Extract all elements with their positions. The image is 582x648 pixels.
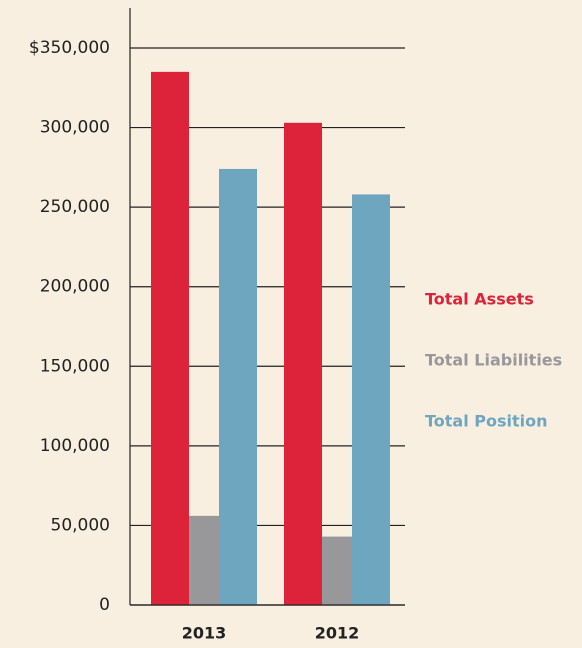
legend-label: Total Liabilities <box>425 351 562 370</box>
y-tick-label: 150,000 <box>40 356 110 376</box>
bar <box>322 536 352 605</box>
y-tick-label: 100,000 <box>40 436 110 456</box>
y-tick-label: 50,000 <box>51 515 110 535</box>
bar <box>352 194 390 605</box>
x-tick-label: 2013 <box>182 624 227 643</box>
bar <box>189 515 219 605</box>
bar <box>151 71 189 605</box>
x-tick-label: 2012 <box>315 624 360 643</box>
y-tick-label: 300,000 <box>40 118 110 138</box>
y-tick-label: $350,000 <box>29 38 110 58</box>
bar <box>219 168 257 605</box>
y-tick-label: 200,000 <box>40 277 110 297</box>
bar <box>284 122 322 605</box>
legend-label: Total Position <box>425 412 548 431</box>
y-tick-label: 0 <box>99 595 110 615</box>
legend-label: Total Assets <box>425 290 534 309</box>
y-tick-label: 250,000 <box>40 197 110 217</box>
